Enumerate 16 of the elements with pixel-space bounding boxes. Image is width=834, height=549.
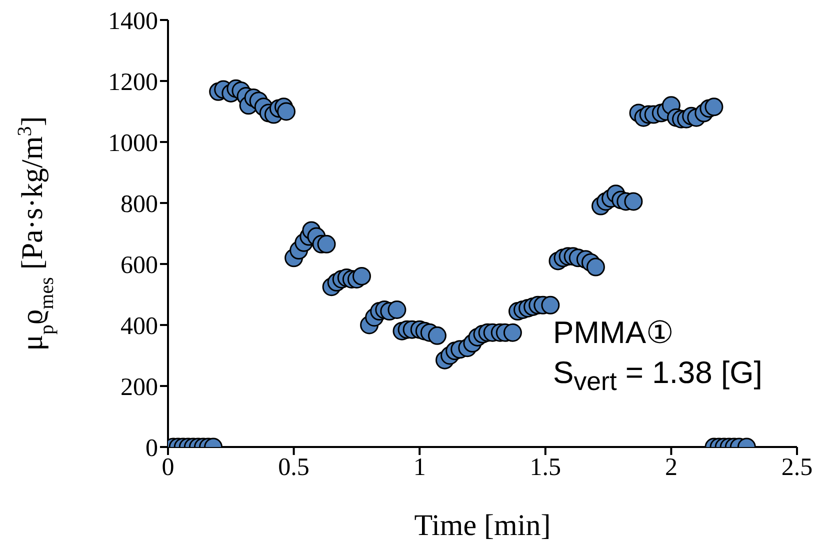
x-tick-label: 0.5 [278, 454, 310, 481]
x-tick-label: 1 [413, 454, 426, 481]
y-tick-label: 800 [120, 190, 158, 218]
annotation: PMMA① [553, 314, 675, 352]
x-tick-label: 2 [664, 454, 678, 481]
y-tick-label: 1400 [108, 8, 158, 35]
y-tick-label: 1000 [108, 130, 158, 157]
y-tick-label: 400 [120, 312, 158, 340]
y-tick-label: 600 [120, 252, 158, 279]
x-tick-label: 1.5 [530, 454, 562, 481]
y-tick-label: 200 [120, 374, 158, 401]
y-tick-label: 1200 [108, 68, 158, 96]
x-axis-title: Time [min] [414, 509, 551, 542]
y-tick-label: 0 [146, 434, 158, 462]
x-tick-label: 2.5 [781, 454, 813, 481]
annotation: S$_{vert}$ = 1.38 [G] [553, 354, 762, 398]
